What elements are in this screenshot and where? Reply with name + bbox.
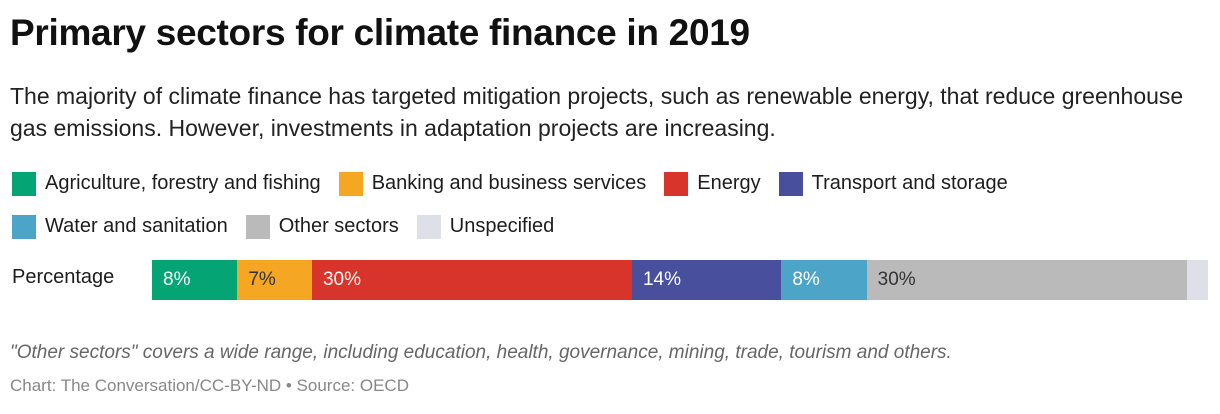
legend-swatch-agriculture-forestry-and-fishing (12, 171, 36, 196)
data-label-transport-and-storage: 14% (642, 269, 682, 290)
legend-item-energy: Energy (664, 171, 761, 196)
legend-label-energy: Energy (697, 172, 761, 194)
chart-title: Primary sectors for climate finance in 2… (10, 12, 750, 53)
stacked-bar: 8% 7% 30% 14% 8% 30% (152, 260, 1208, 300)
legend-swatch-unspecified (416, 214, 441, 239)
legend-label-agriculture-forestry-and-fishing: Agriculture, forestry and fishing (45, 172, 321, 194)
legend-label-transport-and-storage: Transport and storage (811, 172, 1008, 194)
row-label: Percentage (12, 266, 115, 288)
bar-segment-other-sectors: 30% (866, 260, 1187, 300)
bar-segment-banking-and-business-services: 7% (237, 260, 312, 300)
bar-segment-water-and-sanitation: 8% (781, 260, 867, 300)
chart-note: "Other sectors" covers a wide range, inc… (10, 342, 952, 363)
bar-segment-unspecified (1186, 260, 1208, 300)
data-label-water-and-sanitation: 8% (792, 269, 820, 290)
legend: Agriculture, forestry and fishing Banking… (12, 171, 1212, 239)
legend-label-unspecified: Unspecified (449, 215, 555, 237)
bar-segment-energy: 30% (311, 260, 632, 300)
legend-item-other-sectors: Other sectors (245, 214, 399, 239)
bar-segment-agriculture-forestry-and-fishing: 8% (152, 260, 238, 300)
bar-segment-transport-and-storage: 14% (631, 260, 782, 300)
legend-item-transport-and-storage: Transport and storage (778, 171, 1008, 196)
legend-swatch-energy (664, 171, 689, 196)
legend-swatch-banking-and-business-services (338, 171, 363, 196)
legend-item-banking-and-business-services: Banking and business services (338, 171, 647, 196)
legend-swatch-transport-and-storage (778, 171, 803, 196)
legend-swatch-water-and-sanitation (12, 214, 36, 239)
legend-item-agriculture-forestry-and-fishing: Agriculture, forestry and fishing (12, 171, 321, 196)
chart-source: Chart: The Conversation/CC-BY-ND • Sourc… (10, 376, 409, 395)
legend-item-unspecified: Unspecified (416, 214, 555, 239)
legend-label-water-and-sanitation: Water and sanitation (45, 215, 228, 237)
data-label-agriculture-forestry-and-fishing: 8% (163, 269, 191, 290)
data-label-other-sectors: 30% (877, 269, 916, 290)
chart-subtitle: The majority of climate finance has targ… (10, 83, 1184, 141)
data-label-energy: 30% (322, 269, 362, 290)
legend-item-water-and-sanitation: Water and sanitation (12, 214, 228, 239)
legend-label-banking-and-business-services: Banking and business services (371, 172, 647, 194)
data-label-banking-and-business-services: 7% (248, 269, 276, 290)
legend-label-other-sectors: Other sectors (278, 215, 399, 237)
legend-swatch-other-sectors (245, 214, 270, 239)
